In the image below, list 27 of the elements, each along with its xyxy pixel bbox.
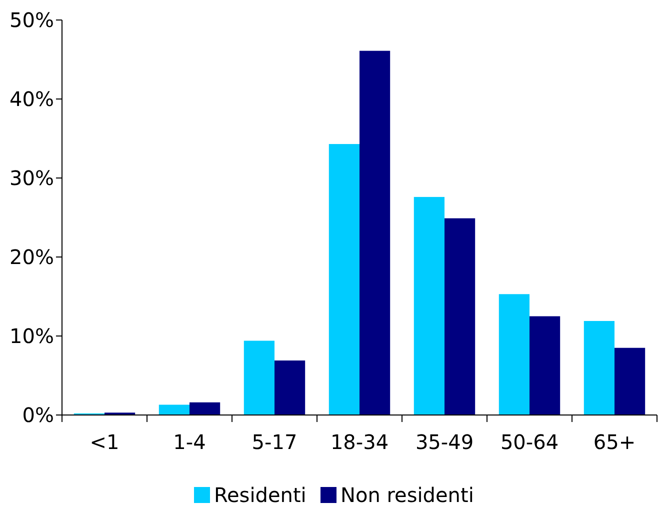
- bar: [244, 340, 274, 415]
- bar: [360, 50, 390, 415]
- bar: [158, 404, 190, 415]
- bar: [274, 360, 306, 415]
- y-tick-label: 20%: [10, 245, 54, 269]
- y-tick-label: 50%: [10, 8, 54, 32]
- x-tick-label: 50-64: [500, 430, 559, 454]
- x-tick-label: 18-34: [330, 430, 389, 454]
- bar: [414, 196, 444, 415]
- legend-label: Residenti: [214, 483, 306, 507]
- x-tick-label: <1: [90, 430, 120, 454]
- bar: [614, 348, 646, 415]
- y-tick-label: 0%: [22, 403, 54, 427]
- bar: [584, 320, 614, 415]
- x-tick-label: 35-49: [415, 430, 474, 454]
- x-tick-label: 1-4: [173, 430, 206, 454]
- legend-label: Non residenti: [340, 483, 474, 507]
- bar: [328, 144, 360, 415]
- x-tick-label: 5-17: [252, 430, 298, 454]
- bar: [190, 402, 220, 415]
- y-tick-label: 10%: [10, 324, 54, 348]
- bar: [498, 294, 530, 415]
- y-tick-label: 30%: [10, 166, 54, 190]
- bar: [530, 316, 560, 415]
- bar: [444, 218, 476, 415]
- y-tick-label: 40%: [10, 87, 54, 111]
- x-tick-label: 65+: [593, 430, 636, 454]
